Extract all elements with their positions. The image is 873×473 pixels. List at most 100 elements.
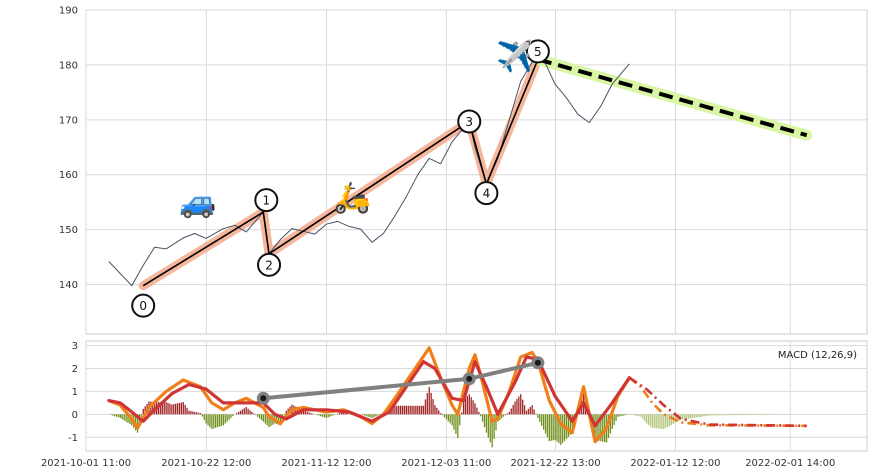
macd-y-tick-label: 1: [72, 387, 78, 398]
histogram-bar: [695, 414, 697, 418]
histogram-bar: [712, 414, 714, 416]
histogram-bar: [260, 414, 263, 421]
histogram-bar: [687, 414, 690, 419]
histogram-bar: [110, 414, 112, 415]
histogram-bar: [241, 409, 244, 415]
histogram-bar: [680, 414, 682, 420]
price-line: [108, 58, 630, 287]
histogram-bar: [676, 414, 678, 422]
histogram-bar: [201, 414, 204, 417]
histogram-bar: [481, 414, 484, 422]
histogram-bar: [705, 414, 707, 417]
histogram-bar: [746, 414, 749, 416]
histogram-bar: [283, 414, 285, 416]
histogram-bar: [649, 414, 652, 427]
histogram-bar: [140, 414, 142, 417]
histogram-bar: [176, 403, 179, 415]
histogram-bar: [377, 414, 379, 416]
histogram-bar: [642, 414, 644, 420]
histogram-bar: [394, 405, 396, 415]
histogram-bar: [371, 414, 373, 418]
histogram-bar: [436, 407, 438, 415]
histogram-bar: [304, 411, 306, 415]
price-plot-area: [85, 9, 868, 335]
histogram-bar: [598, 414, 600, 441]
histogram-bar: [255, 414, 257, 416]
histogram-bar: [506, 413, 509, 415]
histogram-bar: [691, 414, 694, 419]
histogram-bar: [438, 410, 440, 415]
histogram-bar: [163, 402, 165, 415]
histogram-bar: [758, 414, 760, 415]
zigzag-line: [142, 59, 539, 287]
histogram-bar: [405, 405, 408, 415]
histogram-bar: [213, 414, 215, 429]
histogram-bar: [645, 414, 648, 424]
histogram-bar: [253, 413, 255, 415]
histogram-bar: [144, 406, 146, 415]
histogram-bar: [119, 414, 122, 418]
histogram-bar: [222, 414, 224, 426]
histogram-bar: [542, 414, 545, 430]
histogram-bar: [539, 414, 541, 422]
histogram-bar: [401, 405, 404, 415]
airplane-icon: ✈️: [496, 38, 533, 75]
histogram-bar: [150, 401, 152, 415]
histogram-bar: [173, 404, 175, 415]
histogram-bar: [365, 414, 367, 417]
histogram-bar: [760, 414, 762, 415]
histogram-bar: [215, 414, 217, 428]
histogram-bar: [216, 414, 219, 428]
histogram-bar: [739, 414, 741, 416]
histogram-bar: [716, 414, 718, 416]
histogram-bar: [203, 414, 205, 421]
histogram-bar: [527, 408, 530, 415]
histogram-bar: [480, 414, 482, 417]
histogram-bar: [754, 414, 756, 415]
histogram-bar: [665, 414, 667, 428]
histogram-bar: [647, 414, 650, 425]
histogram-bar: [699, 414, 701, 417]
histogram-bar: [609, 414, 612, 434]
histogram-bar: [653, 414, 655, 428]
histogram-bar: [270, 414, 272, 426]
macd-y-tick-label: 0: [72, 410, 78, 421]
histogram-bar: [205, 414, 207, 424]
histogram-bar: [264, 414, 266, 424]
x-tick-label: 2021-11-12 12:00: [281, 458, 371, 469]
price-y-tick-label: 150: [59, 225, 78, 236]
histogram-bar: [316, 414, 318, 415]
histogram-bar: [199, 413, 202, 415]
histogram-bar: [318, 414, 320, 416]
price-y-tick-label: 160: [59, 170, 78, 181]
histogram-bar: [596, 414, 598, 441]
histogram-bar: [621, 414, 623, 416]
histogram-bar: [113, 414, 116, 417]
histogram-bar: [399, 405, 402, 415]
histogram-bar: [373, 414, 375, 418]
histogram-bar: [312, 413, 314, 415]
histogram-bar: [337, 413, 339, 415]
histogram-bar: [220, 414, 223, 426]
histogram-bar: [701, 414, 703, 417]
histogram-bar: [331, 414, 333, 416]
histogram-bar: [508, 411, 510, 415]
histogram-bar: [685, 414, 688, 419]
histogram-bar: [211, 414, 213, 429]
histogram-bar: [321, 414, 324, 417]
price-icons: 🚙 🛵 ✈️: [179, 38, 534, 221]
zigzag-lines: [142, 57, 808, 287]
histogram-bar: [525, 410, 528, 415]
car-icon: 🚙: [179, 185, 216, 220]
histogram-bar: [504, 414, 507, 416]
histogram-bar: [333, 414, 335, 416]
histogram-bar: [432, 399, 434, 415]
histogram-bar: [714, 414, 716, 416]
histogram-bar: [466, 396, 469, 415]
histogram-bar: [703, 414, 705, 417]
histogram-bar: [546, 414, 549, 438]
histogram-bar: [474, 403, 476, 415]
histogram-bar: [453, 414, 455, 430]
histogram-bar: [668, 414, 671, 426]
histogram-bar: [277, 414, 280, 425]
